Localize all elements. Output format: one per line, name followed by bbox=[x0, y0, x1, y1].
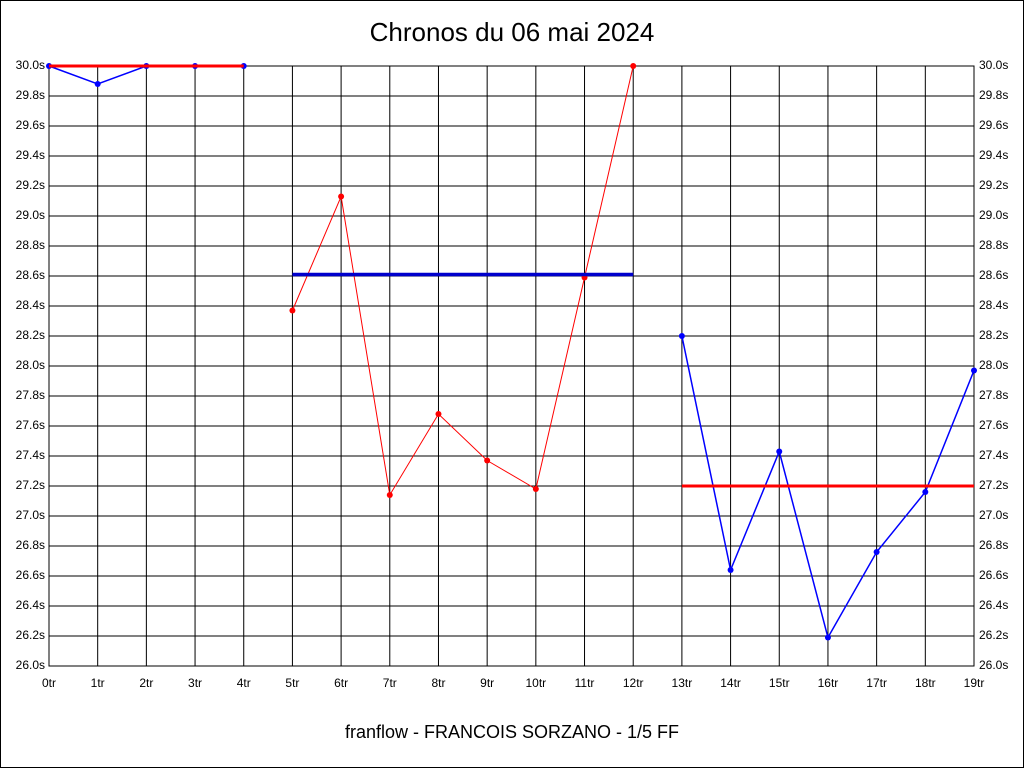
point bbox=[971, 367, 977, 374]
plot-border bbox=[48, 65, 975, 667]
chart-title: Chronos du 06 mai 2024 bbox=[370, 17, 655, 47]
y-tick-label: 29.4s bbox=[16, 148, 45, 162]
y2-tick-label: 27.2s bbox=[979, 478, 1008, 492]
x-tick-label: 18tr bbox=[915, 676, 936, 690]
x-tick-label: 17tr bbox=[866, 676, 887, 690]
y2-tick-label: 27.8s bbox=[979, 388, 1008, 402]
y-tick-label: 26.0s bbox=[16, 658, 45, 672]
point bbox=[94, 81, 101, 87]
point bbox=[824, 634, 831, 641]
y-tick-label: 27.0s bbox=[16, 508, 45, 522]
point bbox=[727, 567, 734, 573]
y2-tick-label: 27.6s bbox=[979, 418, 1008, 432]
y-tick-label: 26.4s bbox=[16, 598, 45, 612]
y-tick-label: 29.0s bbox=[16, 208, 45, 222]
x-tick-label: 1tr bbox=[91, 676, 105, 690]
y-tick-label: 28.6s bbox=[16, 268, 45, 282]
y-tick-label: 28.4s bbox=[16, 298, 45, 312]
y2-tick-label: 28.8s bbox=[979, 238, 1008, 252]
y2-tick-label: 29.6s bbox=[979, 118, 1008, 132]
x-tick-label: 0tr bbox=[42, 676, 56, 690]
y2-tick-label: 29.8s bbox=[979, 88, 1008, 102]
y2-tick-label: 29.4s bbox=[979, 148, 1008, 162]
y-tick-label: 29.2s bbox=[16, 178, 45, 192]
point bbox=[484, 457, 491, 464]
x-tick-label: 19tr bbox=[964, 676, 985, 690]
x-tick-label: 14tr bbox=[720, 676, 741, 690]
y-tick-label: 26.2s bbox=[16, 628, 45, 642]
y-tick-label: 29.6s bbox=[16, 118, 45, 132]
x-tick-label: 9tr bbox=[480, 676, 494, 690]
point bbox=[922, 489, 929, 495]
y-tick-label: 27.8s bbox=[16, 388, 45, 402]
y2-tick-label: 26.6s bbox=[979, 568, 1008, 582]
y2-tick-label: 28.2s bbox=[979, 328, 1008, 342]
x-tick-label: 5tr bbox=[285, 676, 299, 690]
y2-tick-label: 29.2s bbox=[979, 178, 1008, 192]
point bbox=[386, 492, 393, 498]
y2-tick-label: 28.6s bbox=[979, 268, 1008, 282]
x-tick-label: 2tr bbox=[139, 676, 153, 690]
x-tick-label: 10tr bbox=[525, 676, 546, 690]
point bbox=[289, 307, 296, 314]
y-tick-label: 26.6s bbox=[16, 568, 45, 582]
point bbox=[678, 333, 685, 339]
x-tick-label: 3tr bbox=[188, 676, 202, 690]
chart-footer: franflow - FRANCOIS SORZANO - 1/5 FF bbox=[345, 722, 679, 742]
y2-tick-label: 27.4s bbox=[979, 448, 1008, 462]
y-tick-label: 29.8s bbox=[16, 88, 45, 102]
x-tick-label: 4tr bbox=[237, 676, 251, 690]
y-tick-label: 27.6s bbox=[16, 418, 45, 432]
y2-tick-label: 26.8s bbox=[979, 538, 1008, 552]
y2-tick-label: 27.0s bbox=[979, 508, 1008, 522]
y2-tick-label: 26.4s bbox=[979, 598, 1008, 612]
point bbox=[630, 63, 637, 69]
x-tick-label: 7tr bbox=[383, 676, 397, 690]
x-tick-label: 12tr bbox=[623, 676, 644, 690]
x-tick-label: 6tr bbox=[334, 676, 348, 690]
y-tick-label: 28.8s bbox=[16, 238, 45, 252]
x-tick-label: 16tr bbox=[818, 676, 839, 690]
x-tick-label: 13tr bbox=[672, 676, 693, 690]
y-tick-label: 27.2s bbox=[16, 478, 45, 492]
y-tick-label: 28.2s bbox=[16, 328, 45, 342]
point bbox=[435, 411, 442, 417]
y2-tick-label: 26.2s bbox=[979, 628, 1008, 642]
y2-tick-label: 26.0s bbox=[979, 658, 1008, 672]
x-tick-label: 15tr bbox=[769, 676, 790, 690]
y-tick-label: 30.0s bbox=[16, 58, 45, 72]
point bbox=[338, 193, 345, 200]
x-tick-label: 11tr bbox=[575, 676, 595, 690]
y2-tick-label: 28.0s bbox=[979, 358, 1008, 372]
y-tick-label: 28.0s bbox=[16, 358, 45, 372]
point bbox=[776, 448, 783, 455]
point bbox=[873, 549, 880, 555]
y-tick-label: 26.8s bbox=[16, 538, 45, 552]
y-tick-label: 27.4s bbox=[16, 448, 45, 462]
y2-tick-label: 29.0s bbox=[979, 208, 1008, 222]
line bbox=[291, 65, 634, 497]
x-tick-label: 8tr bbox=[431, 676, 445, 690]
y2-tick-label: 28.4s bbox=[979, 298, 1008, 312]
y2-tick-label: 30.0s bbox=[979, 58, 1008, 72]
point bbox=[532, 486, 539, 492]
